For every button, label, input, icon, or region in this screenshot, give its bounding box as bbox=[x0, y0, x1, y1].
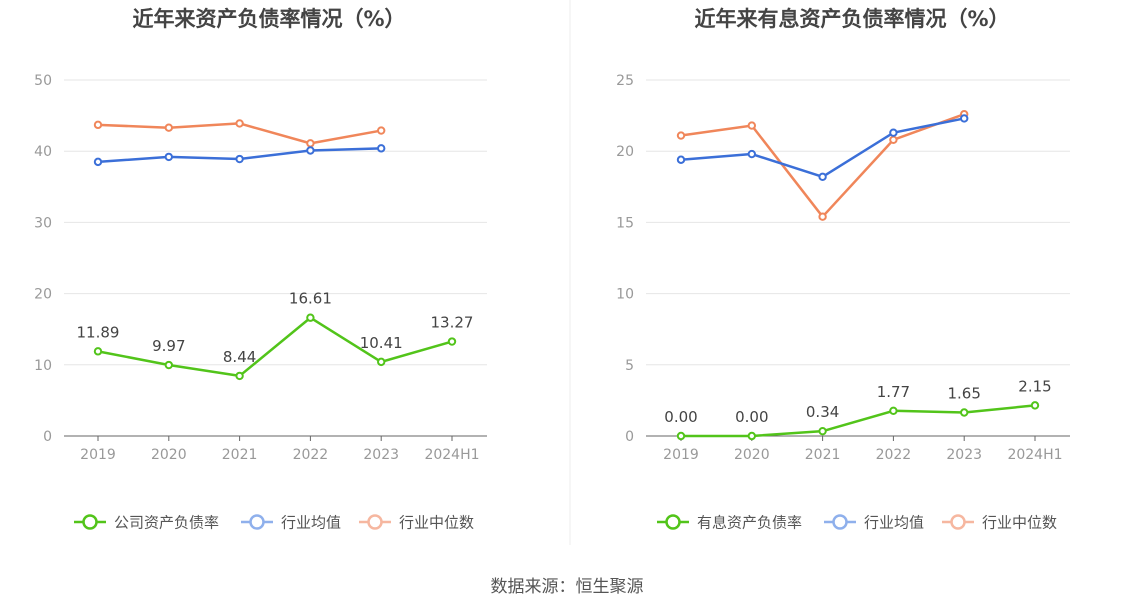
data-point bbox=[960, 408, 969, 417]
data-point bbox=[818, 212, 827, 221]
x-tick-label: 2023 bbox=[363, 447, 399, 463]
x-tick-label: 2020 bbox=[151, 447, 187, 463]
data-point bbox=[676, 431, 686, 441]
y-tick-label: 0 bbox=[43, 429, 52, 445]
data-point bbox=[235, 371, 244, 381]
legend-label: 行业均值 bbox=[864, 514, 924, 532]
legend-swatch-marker bbox=[367, 514, 383, 530]
data-point bbox=[377, 126, 386, 135]
data-point bbox=[235, 154, 244, 164]
y-tick-label: 10 bbox=[34, 358, 52, 374]
data-point bbox=[889, 128, 898, 137]
x-tick-label: 2020 bbox=[734, 447, 770, 463]
chart-interest-debt-ratio: 近年来有息资产负债率情况（%） 0 5 10 15 20 25 2019 2020 2021 202… bbox=[616, 7, 1070, 532]
y-tick-label: 20 bbox=[34, 287, 52, 303]
chart-title: 近年来资产负债率情况（%） bbox=[132, 7, 405, 31]
chart-title: 近年来有息资产负债率情况（%） bbox=[694, 7, 1009, 31]
data-point bbox=[747, 149, 756, 159]
series-line bbox=[680, 113, 965, 218]
x-tick-label: 2019 bbox=[80, 447, 116, 463]
legend-swatch-marker bbox=[665, 514, 681, 530]
x-tick-label: 2023 bbox=[946, 447, 982, 463]
data-point bbox=[235, 119, 244, 128]
data-point bbox=[93, 120, 103, 130]
data-point bbox=[377, 144, 386, 153]
data-point bbox=[164, 123, 174, 132]
legend-swatch-marker bbox=[950, 514, 966, 530]
data-point bbox=[676, 131, 686, 140]
data-label: 0.00 bbox=[735, 408, 768, 426]
legend-swatch-marker bbox=[249, 514, 265, 530]
series-line bbox=[97, 316, 453, 378]
data-point bbox=[747, 431, 756, 441]
data-label: 16.61 bbox=[289, 290, 332, 308]
data-point bbox=[676, 155, 686, 164]
y-tick-label: 15 bbox=[616, 215, 634, 231]
data-point bbox=[889, 135, 898, 145]
x-tick-label: 2022 bbox=[876, 447, 912, 463]
y-tick-label: 50 bbox=[34, 73, 52, 89]
data-point bbox=[306, 313, 315, 322]
data-point bbox=[960, 114, 969, 123]
y-tick-label: 30 bbox=[34, 215, 52, 231]
x-tick-label: 2024H1 bbox=[424, 447, 479, 463]
chart-debt-ratio: 近年来资产负债率情况（%） 0 10 20 30 40 50 2019 2020 2021 2022… bbox=[34, 7, 487, 532]
series-line bbox=[681, 404, 1036, 438]
legend-label: 行业中位数 bbox=[399, 514, 474, 532]
x-tick-label: 2019 bbox=[663, 447, 699, 463]
y-tick-label: 20 bbox=[616, 144, 634, 160]
x-tick-label: 2021 bbox=[222, 447, 258, 463]
legend-swatch-marker bbox=[832, 514, 848, 530]
data-point bbox=[818, 172, 827, 182]
x-tick-label: 2021 bbox=[805, 447, 841, 463]
data-label: 1.77 bbox=[877, 383, 910, 401]
source-note: 数据来源：恒生聚源 bbox=[491, 577, 644, 597]
data-point bbox=[164, 152, 174, 162]
y-tick-label: 40 bbox=[34, 144, 52, 160]
data-point bbox=[377, 357, 386, 367]
legend-label: 行业中位数 bbox=[982, 514, 1057, 532]
y-tick-label: 25 bbox=[616, 73, 634, 89]
legend-swatch-marker bbox=[82, 514, 98, 530]
legend-label: 公司资产负债率 bbox=[114, 514, 219, 532]
data-label: 2.15 bbox=[1018, 377, 1051, 395]
x-tick-label: 2022 bbox=[293, 447, 329, 463]
data-label: 0.00 bbox=[664, 408, 697, 426]
data-point bbox=[306, 139, 315, 148]
data-label: 1.65 bbox=[947, 385, 980, 403]
data-point bbox=[1030, 401, 1040, 410]
y-tick-label: 0 bbox=[625, 429, 634, 445]
data-point bbox=[447, 337, 457, 346]
data-label: 8.44 bbox=[223, 348, 256, 366]
data-point bbox=[93, 347, 103, 356]
data-point bbox=[93, 157, 103, 167]
data-label: 13.27 bbox=[431, 314, 474, 332]
legend-label: 有息资产负债率 bbox=[697, 514, 802, 532]
data-point bbox=[306, 146, 315, 155]
y-tick-label: 5 bbox=[625, 358, 634, 374]
data-label: 9.97 bbox=[152, 337, 185, 355]
y-tick-label: 10 bbox=[616, 287, 634, 303]
data-point bbox=[889, 406, 898, 415]
data-point bbox=[747, 121, 756, 130]
legend-label: 行业均值 bbox=[281, 514, 341, 532]
data-point bbox=[818, 426, 827, 436]
data-point bbox=[164, 360, 174, 370]
data-label: 10.41 bbox=[360, 334, 403, 352]
data-label: 0.34 bbox=[806, 403, 839, 421]
series-line bbox=[680, 117, 965, 179]
x-tick-label: 2024H1 bbox=[1007, 447, 1062, 463]
data-label: 11.89 bbox=[77, 323, 120, 341]
